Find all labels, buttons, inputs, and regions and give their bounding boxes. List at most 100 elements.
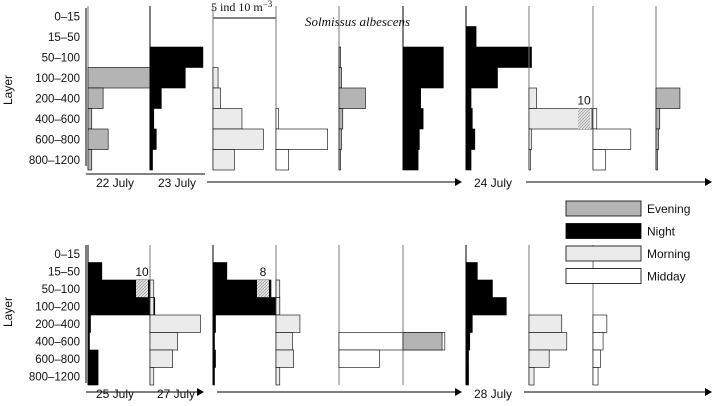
layer-tick-label: 600–800 [35, 354, 80, 366]
layer-tick-label: 200–400 [35, 319, 80, 331]
bar [402, 67, 444, 89]
legend-label: Night [647, 225, 676, 239]
layer-tick-label: 15–50 [48, 266, 80, 278]
bar [465, 46, 532, 68]
bar [465, 262, 478, 281]
layer-tick-label: 50–100 [42, 284, 80, 296]
scale-bar: 5 ind 10 m−3 [211, 0, 277, 22]
layer-tick-label: 15–50 [48, 32, 80, 44]
bar [212, 297, 281, 316]
bar [275, 367, 281, 386]
bar [592, 332, 604, 351]
bar [592, 349, 601, 368]
bar [87, 297, 156, 316]
layer-tick-label: 600–800 [35, 134, 80, 146]
date-label: 27 July [157, 387, 195, 401]
bar [149, 332, 179, 351]
bar [528, 332, 568, 351]
bar [275, 108, 279, 130]
bar [465, 349, 469, 368]
bar [87, 367, 99, 386]
bar [275, 149, 289, 171]
layer-tick-label: 200–400 [35, 93, 80, 105]
legend-label: Morning [647, 247, 690, 261]
layer-tick-label: 400–600 [35, 114, 80, 126]
bar [465, 128, 476, 150]
bar [528, 314, 563, 333]
legend-label: Midday [647, 270, 686, 284]
bar [149, 67, 186, 89]
bar [338, 108, 344, 130]
bar [275, 297, 281, 316]
bar [465, 87, 472, 109]
bar-break [578, 108, 590, 129]
data-label: 10 [577, 94, 591, 108]
bar [338, 128, 342, 150]
bar [87, 149, 93, 171]
bar [212, 262, 228, 281]
bar [402, 128, 420, 150]
scale-bar-label: 5 ind 10 m−3 [211, 0, 273, 14]
bar [87, 87, 104, 109]
legend-label: Evening [647, 202, 690, 216]
bar [149, 297, 155, 316]
bar [149, 349, 173, 368]
bar [402, 46, 444, 68]
bar-break [257, 280, 269, 298]
data-label: 8 [260, 265, 267, 279]
bar [592, 314, 608, 333]
bar [592, 128, 632, 150]
bar [592, 367, 599, 386]
bar [87, 108, 93, 130]
bar-break [136, 280, 148, 298]
bar [87, 314, 91, 333]
layer-tick-label: 800–1200 [29, 155, 80, 167]
bar [338, 349, 380, 368]
bar [528, 367, 535, 386]
bar [275, 128, 328, 150]
chart-title: Solmissus albescens [305, 14, 410, 29]
bar [212, 367, 215, 386]
bar [149, 87, 162, 109]
bar [87, 67, 158, 89]
bar [465, 149, 472, 171]
bar [465, 332, 471, 351]
bar [275, 349, 294, 368]
y-axis-title-top: Layer [1, 75, 15, 105]
bar [402, 149, 419, 171]
bar [465, 279, 493, 298]
bar [338, 87, 366, 109]
layer-tick-label: 0–15 [54, 249, 80, 261]
bar [149, 367, 155, 386]
layer-tick-label: 100–200 [35, 73, 80, 85]
bar [528, 87, 537, 109]
bar [212, 108, 243, 130]
plot-area: 0–15 15–50 50–100 100–200 200–400 400–600 600–… [29, 6, 690, 386]
bar [465, 314, 473, 333]
bar [655, 87, 681, 109]
layer-tick-label: 800–1200 [29, 371, 80, 383]
bar [212, 332, 215, 351]
legend-swatch [565, 200, 642, 217]
bar [528, 349, 550, 368]
date-label: 28 July [474, 387, 512, 401]
bar [149, 128, 157, 150]
bar [338, 67, 342, 89]
y-axis-title-bottom: Layer [1, 297, 15, 327]
bar [465, 367, 469, 386]
legend-swatch [565, 268, 642, 284]
bar [528, 128, 532, 150]
bar [212, 67, 219, 89]
bar [655, 128, 659, 150]
bar [275, 314, 301, 333]
bar [87, 349, 99, 368]
bar [655, 108, 661, 130]
layer-tick-label: 50–100 [42, 52, 80, 64]
bar [149, 314, 201, 333]
bar [212, 349, 216, 368]
bar [149, 279, 155, 298]
bar [338, 149, 341, 171]
bar [592, 108, 598, 130]
bar [212, 314, 216, 333]
